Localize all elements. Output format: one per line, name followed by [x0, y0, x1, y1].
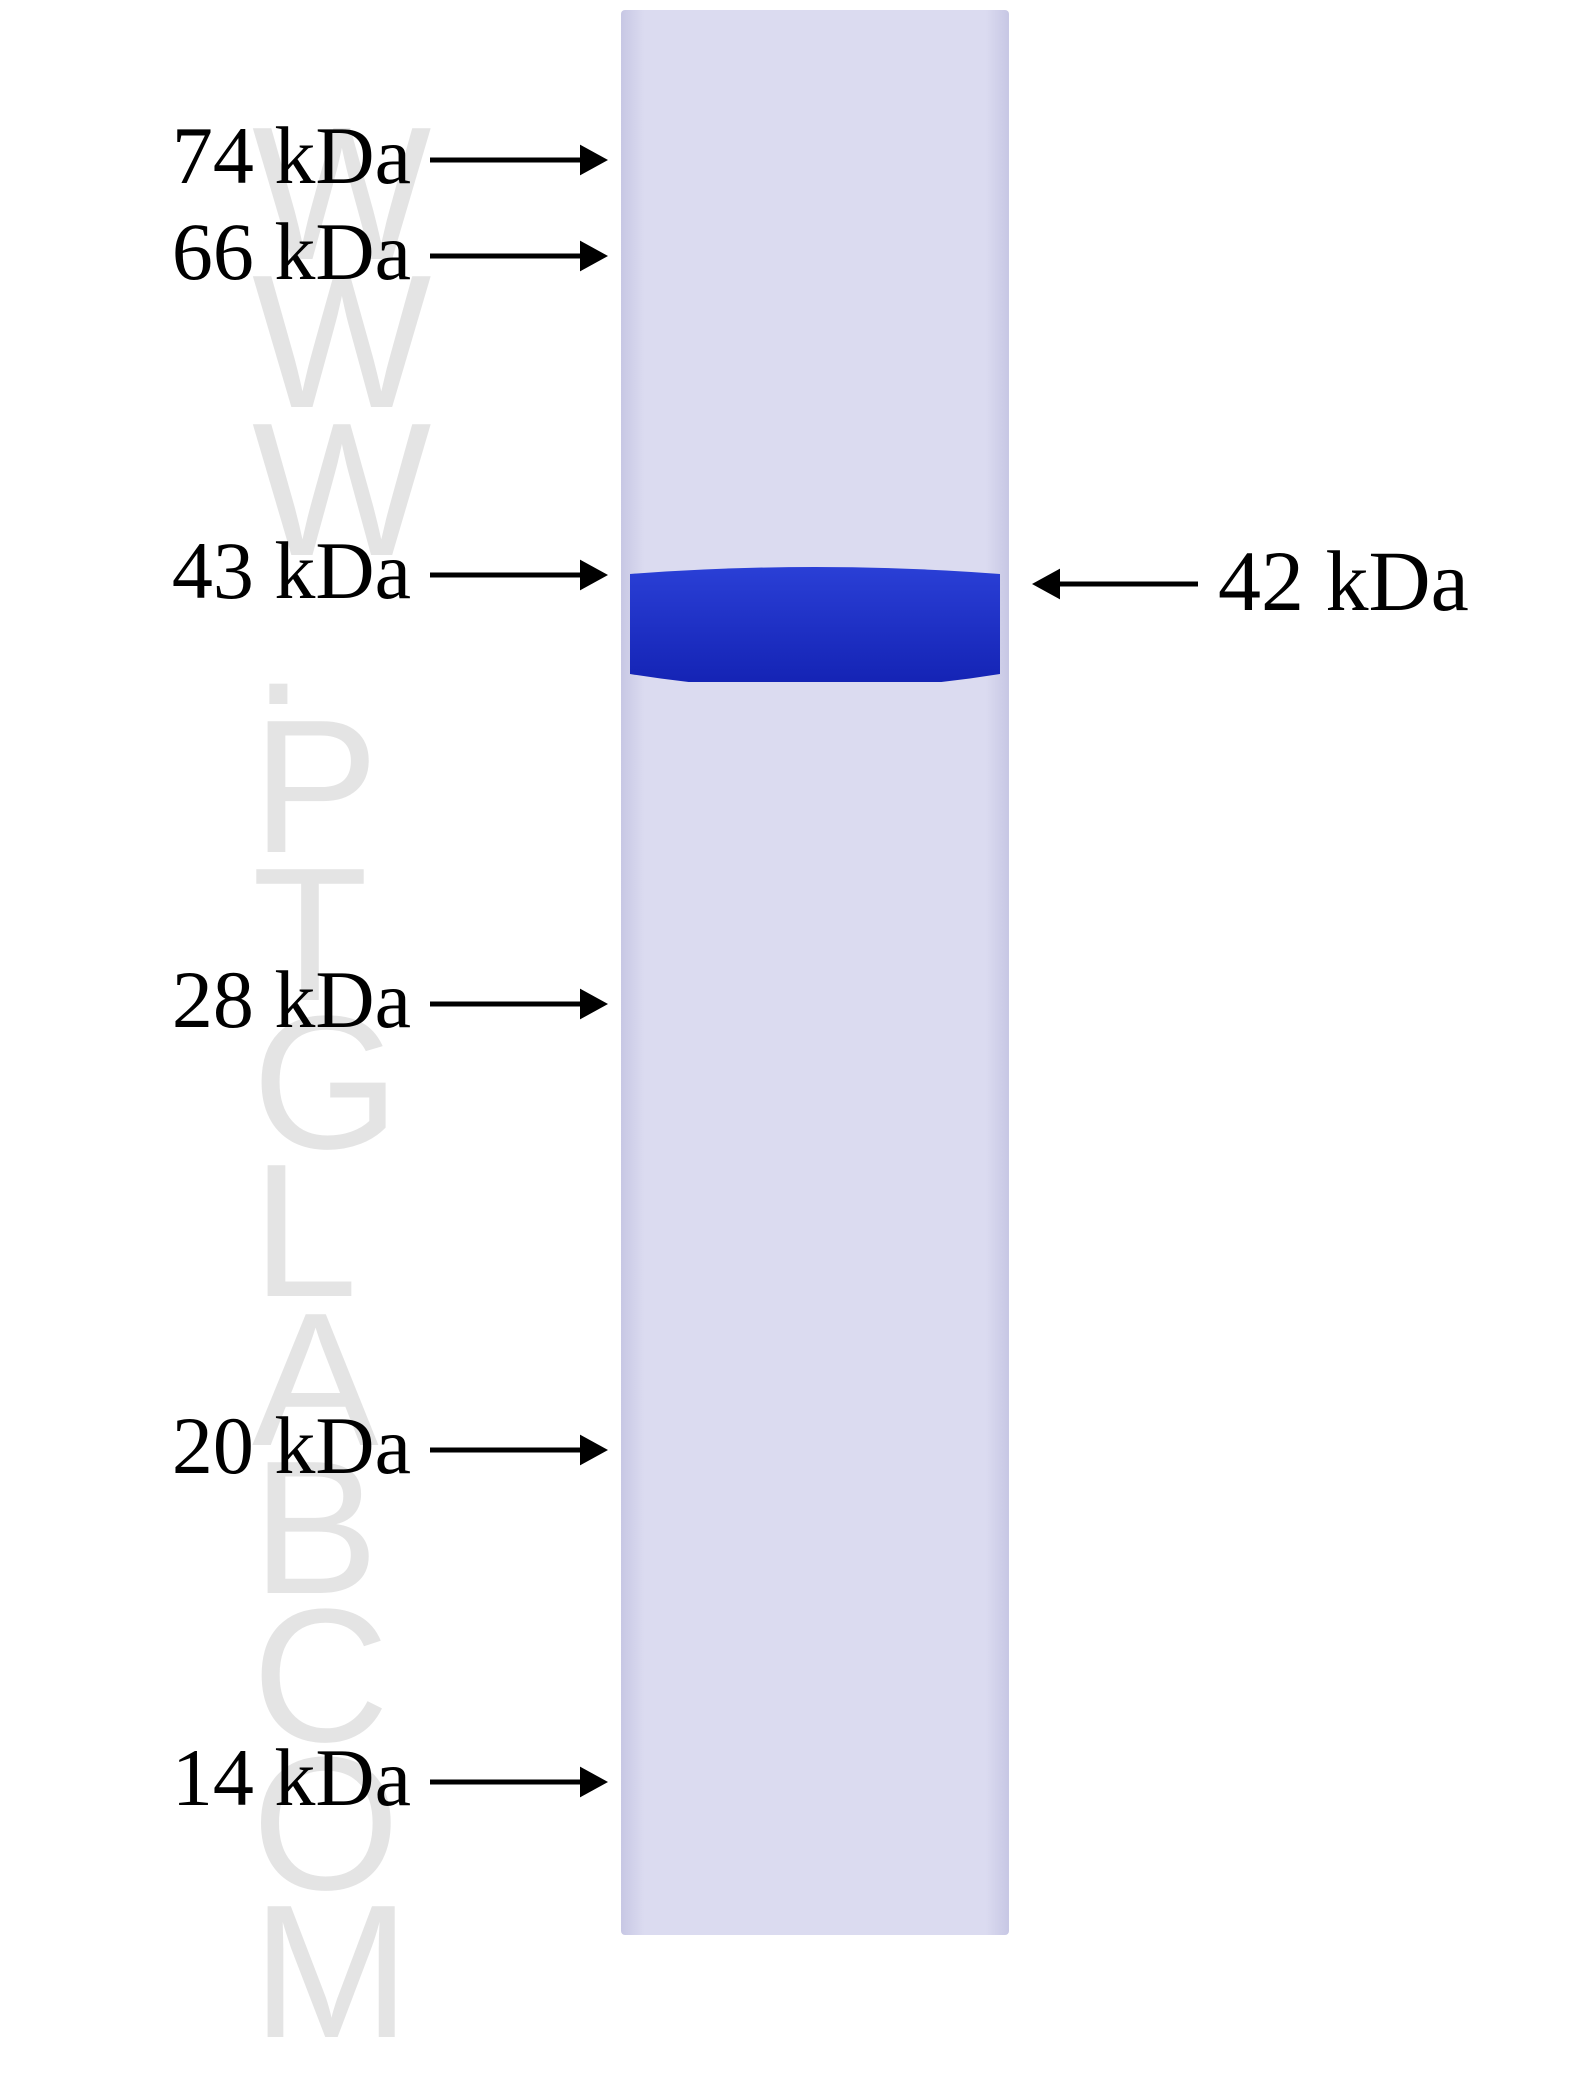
- arrow: [402, 1417, 636, 1483]
- marker-label-0: 74 kDa: [172, 109, 411, 203]
- marker-label-5: 14 kDa: [172, 1731, 411, 1825]
- arrow: [1004, 551, 1226, 617]
- protein-band: [630, 566, 1000, 682]
- marker-label-2: 43 kDa: [172, 524, 411, 618]
- gel-canvas: WWW.PTGLABCOM 74 kDa 66 kDa 43 kDa 28 kD…: [0, 0, 1585, 1951]
- gel-lane: [621, 10, 1009, 1935]
- arrow: [402, 127, 636, 193]
- marker-label-4: 20 kDa: [172, 1399, 411, 1493]
- arrow: [402, 223, 636, 289]
- arrow: [402, 1749, 636, 1815]
- arrow: [402, 971, 636, 1037]
- arrow: [402, 542, 636, 608]
- marker-label-1: 66 kDa: [172, 205, 411, 299]
- target-label: 42 kDa: [1218, 531, 1469, 631]
- marker-label-3: 28 kDa: [172, 953, 411, 1047]
